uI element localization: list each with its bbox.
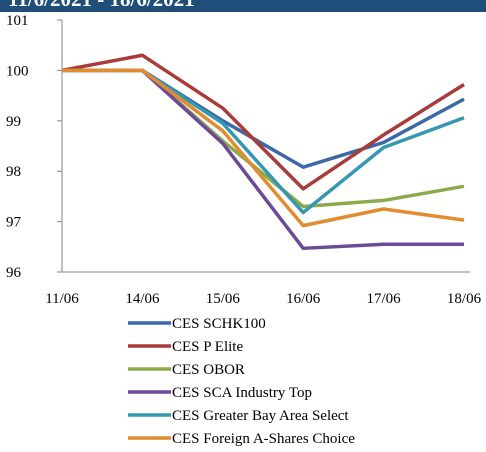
legend-label: CES P Elite bbox=[172, 339, 243, 355]
series-line bbox=[62, 68, 465, 228]
chart-title: 11/6/2021 - 18/6/2021 bbox=[8, 0, 195, 11]
legend-label: CES Foreign A-Shares Choice bbox=[172, 431, 355, 447]
y-tick-label: 96 bbox=[6, 265, 22, 281]
series-line bbox=[62, 68, 464, 251]
legend-label: CES SCHK100 bbox=[172, 316, 266, 332]
y-tick-label: 100 bbox=[6, 63, 29, 79]
series-line bbox=[62, 68, 465, 215]
y-tick-label: 101 bbox=[6, 13, 29, 29]
y-tick-label: 99 bbox=[6, 114, 21, 130]
legend-label: CES SCA Industry Top bbox=[172, 385, 312, 401]
y-tick-label: 97 bbox=[6, 215, 22, 231]
header-bar bbox=[0, 0, 486, 12]
y-tick-label: 98 bbox=[6, 164, 21, 180]
legend-label: CES OBOR bbox=[172, 362, 245, 378]
legend-label: CES Greater Bay Area Select bbox=[172, 408, 349, 424]
x-tick-label: 15/06 bbox=[206, 291, 241, 307]
series-line bbox=[61, 53, 465, 191]
x-tick-label: 17/06 bbox=[367, 291, 402, 307]
x-tick-label: 18/06 bbox=[447, 291, 482, 307]
x-tick-label: 14/06 bbox=[125, 291, 160, 307]
x-tick-label: 16/06 bbox=[286, 291, 321, 307]
series-line bbox=[62, 68, 465, 169]
x-tick-label: 11/06 bbox=[45, 291, 79, 307]
